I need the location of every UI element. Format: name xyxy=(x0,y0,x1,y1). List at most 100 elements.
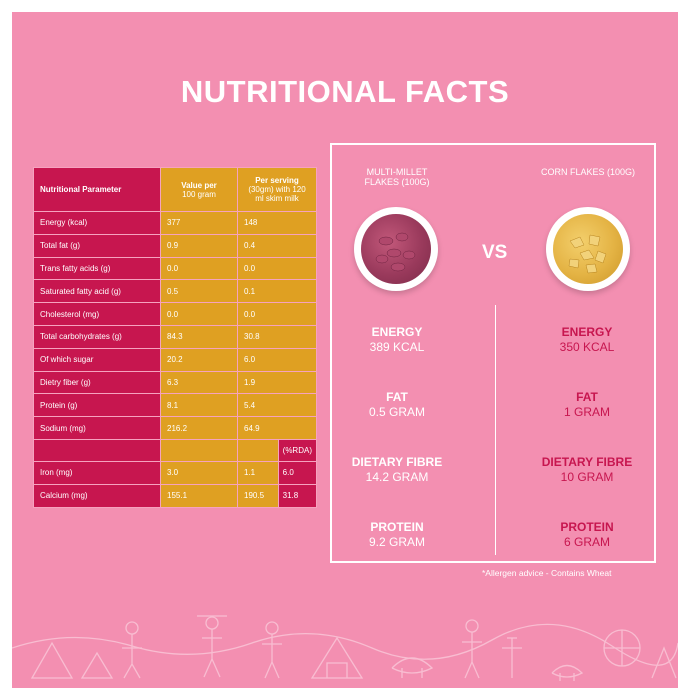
right-stat: DIETARY FIBRE 10 GRAM xyxy=(512,455,662,485)
row-value-serving: 190.5 xyxy=(237,483,279,508)
nutrition-table: Nutritional Parameter Value per 100 gram… xyxy=(33,167,318,508)
stat-label: PROTEIN xyxy=(560,520,614,534)
table-row: Trans fatty acids (g) 0.0 0.0 xyxy=(33,256,317,281)
row-param: Total carbohydrates (g) xyxy=(33,324,161,349)
row-param: Cholesterol (mg) xyxy=(33,302,161,326)
table-row: Saturated fatty acid (g) 0.5 0.1 xyxy=(33,279,317,304)
row-value-100g: 155.1 xyxy=(160,483,238,508)
row-value-serving: 0.0 xyxy=(237,256,317,281)
row-value-serving: 64.9 xyxy=(237,416,317,440)
header-value-label: Value per xyxy=(181,180,217,190)
right-stat: ENERGY 350 KCAL xyxy=(512,325,662,355)
rda-empty-value xyxy=(160,438,238,462)
row-param: Iron (mg) xyxy=(33,460,161,485)
row-value-serving: 0.1 xyxy=(237,279,317,304)
page-title: NUTRITIONAL FACTS xyxy=(180,74,510,109)
table-row: Total carbohydrates (g) 84.3 30.8 xyxy=(33,324,317,349)
header-value-per: Value per 100 gram xyxy=(160,167,238,212)
nutrition-panel: NUTRITIONAL FACTS Nutritional Parameter … xyxy=(12,12,678,688)
rda-empty-serving xyxy=(237,438,279,462)
corn-flakes-bowl-image xyxy=(546,207,630,291)
stat-value: 9.2 GRAM xyxy=(368,535,425,549)
row-param: Calcium (mg) xyxy=(33,483,161,508)
row-value-100g: 0.0 xyxy=(160,256,238,281)
row-value-100g: 8.1 xyxy=(160,393,238,418)
stat-label: PROTEIN xyxy=(370,520,424,534)
stat-value: 6 GRAM xyxy=(563,535,610,549)
row-value-serving: 0.0 xyxy=(237,302,317,326)
row-param: Energy (kcal) xyxy=(33,211,161,235)
row-value-serving: 6.0 xyxy=(237,347,317,372)
table-row: Of which sugar 20.2 6.0 xyxy=(33,347,317,372)
row-value-100g: 84.3 xyxy=(160,324,238,349)
comparison-box: MULTI-MILLET FLAKES (100G) CORN FLAKES (… xyxy=(330,143,656,563)
stat-label: DIETARY FIBRE xyxy=(541,455,633,469)
table-row: Protein (g) 8.1 5.4 xyxy=(33,393,317,418)
row-param: Dietry fiber (g) xyxy=(33,370,161,395)
left-product-title: MULTI-MILLET FLAKES (100G) xyxy=(352,167,442,187)
row-value-serving: 1.1 xyxy=(237,460,279,485)
vs-label: VS xyxy=(482,242,508,263)
row-param: Trans fatty acids (g) xyxy=(33,256,161,281)
stat-value: 350 KCAL xyxy=(559,340,615,354)
table-row: Iron (mg) 3.0 1.1 6.0 xyxy=(33,460,318,485)
stat-label: ENERGY xyxy=(561,325,613,339)
table-row: Calcium (mg) 155.1 190.5 31.8 xyxy=(33,483,318,508)
rda-label: (%RDA) xyxy=(277,438,318,462)
row-value-100g: 3.0 xyxy=(160,460,238,485)
left-stat: PROTEIN 9.2 GRAM xyxy=(322,520,472,550)
village-scene-illustration xyxy=(12,615,678,681)
header-value-sub: 100 gram xyxy=(182,189,216,199)
row-value-100g: 0.5 xyxy=(160,279,238,304)
row-value-100g: 0.0 xyxy=(160,302,238,326)
right-product-title: CORN FLAKES (100G) xyxy=(540,167,636,177)
row-value-serving: 5.4 xyxy=(237,393,317,418)
right-stat: FAT 1 GRAM xyxy=(512,390,662,420)
header-param: Nutritional Parameter xyxy=(33,167,161,212)
row-value-100g: 6.3 xyxy=(160,370,238,395)
stat-value: 389 KCAL xyxy=(369,340,425,354)
row-value-100g: 216.2 xyxy=(160,416,238,440)
row-param: Saturated fatty acid (g) xyxy=(33,279,161,304)
row-param: Of which sugar xyxy=(33,347,161,372)
row-value-100g: 377 xyxy=(160,211,238,235)
table-row: Dietry fiber (g) 6.3 1.9 xyxy=(33,370,317,395)
allergen-advice: *Allergen advice - Contains Wheat xyxy=(482,568,612,578)
row-value-rda: 6.0 xyxy=(277,460,318,485)
rda-empty-param xyxy=(33,438,161,462)
table-row: Energy (kcal) 377 148 xyxy=(33,211,317,235)
comparison-divider xyxy=(495,305,496,555)
millet-flakes-bowl-image xyxy=(354,207,438,291)
header-serving-sub: (30gm) with 120 ml skim milk xyxy=(248,185,306,203)
row-value-serving: 1.9 xyxy=(237,370,317,395)
stat-value: 14.2 GRAM xyxy=(365,470,429,484)
stat-label: ENERGY xyxy=(371,325,423,339)
right-stat: PROTEIN 6 GRAM xyxy=(512,520,662,550)
row-value-100g: 0.9 xyxy=(160,233,238,258)
left-title-line-1: MULTI-MILLET xyxy=(366,167,428,177)
rda-header-row: (%RDA) xyxy=(33,438,318,462)
left-title-line-2: FLAKES (100G) xyxy=(364,177,430,187)
left-stat: FAT 0.5 GRAM xyxy=(322,390,472,420)
stat-value: 1 GRAM xyxy=(563,405,610,419)
stat-value: 10 GRAM xyxy=(560,470,614,484)
table-row: Cholesterol (mg) 0.0 0.0 xyxy=(33,302,317,326)
header-serving-label: Per serving xyxy=(255,176,299,185)
stat-label: FAT xyxy=(576,390,598,404)
row-param: Sodium (mg) xyxy=(33,416,161,440)
row-param: Total fat (g) xyxy=(33,233,161,258)
stat-label: FAT xyxy=(386,390,408,404)
stat-value: 0.5 GRAM xyxy=(368,405,425,419)
row-value-serving: 0.4 xyxy=(237,233,317,258)
table-header-row: Nutritional Parameter Value per 100 gram… xyxy=(33,167,317,212)
row-value-serving: 30.8 xyxy=(237,324,317,349)
left-stat: DIETARY FIBRE 14.2 GRAM xyxy=(322,455,472,485)
row-value-100g: 20.2 xyxy=(160,347,238,372)
stat-label: DIETARY FIBRE xyxy=(351,455,443,469)
row-value-serving: 148 xyxy=(237,211,317,235)
row-param: Protein (g) xyxy=(33,393,161,418)
header-serving: Per serving (30gm) with 120 ml skim milk xyxy=(237,167,317,212)
row-value-rda: 31.8 xyxy=(277,483,318,508)
table-row: Sodium (mg) 216.2 64.9 xyxy=(33,416,317,440)
table-row: Total fat (g) 0.9 0.4 xyxy=(33,233,317,258)
